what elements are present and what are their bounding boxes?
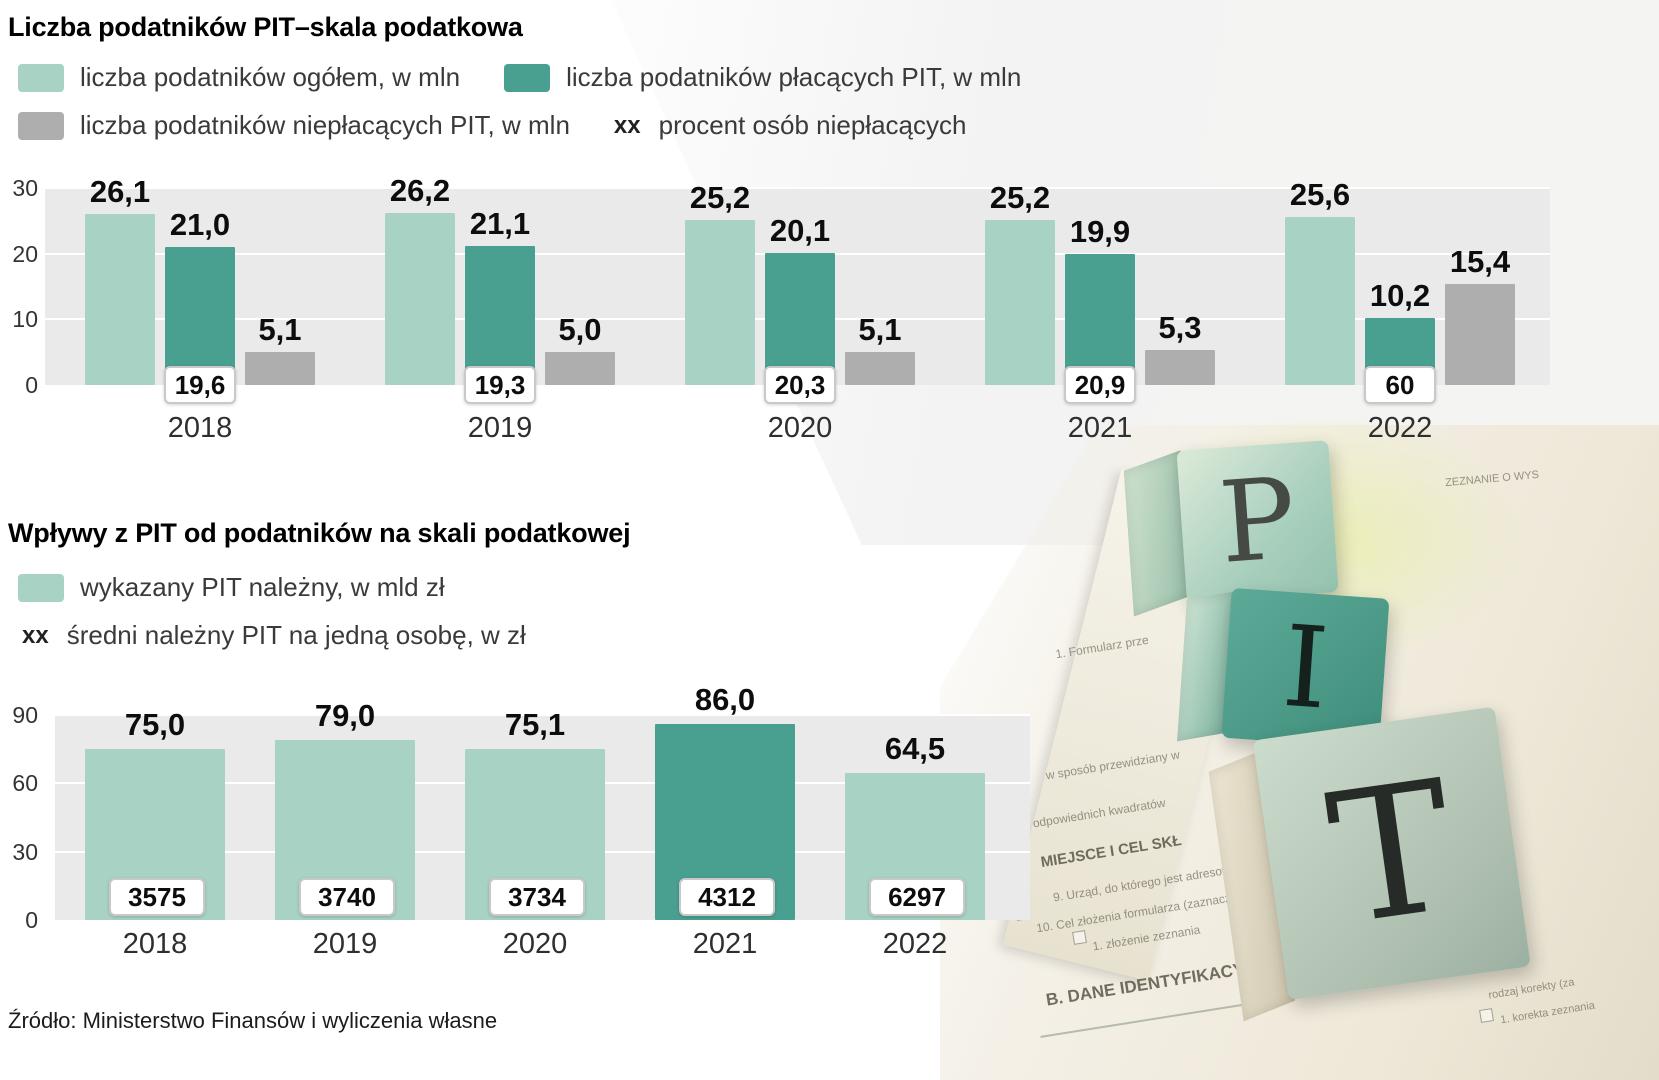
value-label-total-2021: 25,2	[989, 180, 1051, 215]
ytick-label: 60	[12, 770, 38, 797]
value-label-paying-2022: 10,2	[1369, 278, 1431, 313]
year-label-2019: 2019	[467, 412, 533, 444]
value-label-total-2019: 26,2	[389, 173, 451, 208]
legend-label-nonpaying: liczba podatników niepłacących PIT, w ml…	[80, 110, 570, 140]
year-label-2021: 2021	[1067, 412, 1133, 444]
ytick-label: 0	[25, 907, 38, 933]
bar-paying-2020	[765, 253, 835, 385]
year-label-2021: 2021	[692, 928, 758, 960]
value-label-nonpaying-2019: 5,0	[558, 312, 602, 347]
bar-paying-2019	[465, 246, 535, 385]
bar-nonpaying-2022	[1445, 284, 1515, 385]
bar-nonpaying-2019	[545, 352, 615, 385]
pit-blocks-photo: ZEZNANIE O WYS 1. Formularz prze w sposó…	[940, 410, 1659, 1080]
legend-label-percent-nonpaying: procent osób niepłacących	[658, 110, 967, 140]
bar-total-2019	[385, 213, 455, 385]
avg-pit-box-2019: 3740	[299, 878, 395, 916]
legend-label-pit-due: wykazany PIT należny, w mld zł	[80, 572, 445, 602]
value-label-nonpaying-2022: 15,4	[1449, 244, 1511, 279]
bar-total-2020	[685, 220, 755, 385]
gridline	[55, 714, 1030, 716]
legend-xx-symbol-2: xx	[22, 621, 49, 649]
ytick-label: 10	[12, 306, 38, 333]
value-label-nonpaying-2020: 5,1	[858, 312, 902, 347]
ytick-label: 0	[25, 372, 38, 398]
year-label-2022: 2022	[882, 928, 948, 960]
year-label-2022: 2022	[1367, 412, 1433, 444]
value-label-paying-2019: 21,1	[469, 206, 531, 241]
value-label-total-2018: 26,1	[89, 174, 151, 209]
legend-label-avg-pit: średni należny PIT na jedną osobę, w zł	[66, 620, 526, 650]
value-label-pit_due-2022: 64,5	[884, 731, 946, 766]
value-label-paying-2020: 20,1	[769, 213, 831, 248]
value-label-pit_due-2018: 75,0	[124, 707, 186, 742]
chart2-title: Wpływy z PIT od podatników na skali poda…	[8, 518, 631, 548]
source-note: Źródło: Ministerstwo Finansów i wyliczen…	[8, 1008, 498, 1033]
legend-swatch-pit-due-icon	[18, 573, 64, 602]
legend-swatch-paying-icon	[504, 63, 551, 92]
chart2-legend-row-2: xx średni należny PIT na jedną osobę, w …	[22, 620, 570, 651]
bar-total-2022	[1285, 217, 1355, 385]
year-label-2018: 2018	[122, 928, 188, 960]
legend-xx-symbol: xx	[613, 111, 641, 139]
value-label-total-2022: 25,6	[1289, 177, 1351, 212]
chart2-legend-row-1: wykazany PIT należny, w mld zł	[18, 572, 489, 603]
value-label-nonpaying-2018: 5,1	[258, 312, 302, 347]
avg-pit-box-2018: 3575	[109, 878, 205, 916]
percent-nonpaying-box-2021: 20,9	[1064, 366, 1136, 404]
chart1-legend-row-2: liczba podatników niepłacących PIT, w ml…	[18, 110, 1010, 141]
ytick-label: 90	[12, 702, 38, 728]
ytick-label: 30	[12, 175, 38, 201]
percent-nonpaying-box-2018: 19,6	[164, 366, 236, 404]
chart1-legend-row-1: liczba podatników ogółem, w mln liczba p…	[18, 62, 1065, 93]
ytick-label: 20	[12, 240, 38, 267]
bar-nonpaying-2018	[245, 352, 315, 385]
year-label-2020: 2020	[767, 412, 833, 444]
percent-nonpaying-box-2020: 20,3	[764, 366, 836, 404]
bar-total-2018	[85, 214, 155, 385]
value-label-paying-2021: 19,9	[1069, 214, 1131, 249]
avg-pit-box-2020: 3734	[489, 878, 585, 916]
bar-nonpaying-2021	[1145, 350, 1215, 385]
value-label-paying-2018: 21,0	[169, 207, 231, 242]
bar-paying-2021	[1065, 254, 1135, 385]
year-label-2019: 2019	[312, 928, 378, 960]
year-label-2018: 2018	[167, 412, 233, 444]
legend-label-paying: liczba podatników płacących PIT, w mln	[566, 62, 1022, 92]
value-label-nonpaying-2021: 5,3	[1158, 310, 1202, 345]
avg-pit-box-2022: 6297	[869, 878, 965, 916]
percent-nonpaying-box-2022: 60	[1364, 366, 1436, 404]
bar-paying-2018	[165, 247, 235, 385]
chart1-title: Liczba podatników PIT–skala podatkowa	[8, 12, 523, 42]
ytick-label: 30	[12, 838, 38, 865]
gridline	[45, 187, 1550, 189]
value-label-pit_due-2021: 86,0	[694, 682, 756, 717]
bar-nonpaying-2020	[845, 352, 915, 385]
percent-nonpaying-box-2019: 19,3	[464, 366, 536, 404]
year-label-2020: 2020	[502, 928, 568, 960]
legend-label-total: liczba podatników ogółem, w mln	[80, 62, 461, 92]
value-label-pit_due-2019: 79,0	[314, 698, 376, 733]
legend-swatch-nonpaying-icon	[18, 111, 64, 140]
value-label-total-2020: 25,2	[689, 180, 751, 215]
bar-total-2021	[985, 220, 1055, 385]
value-label-pit_due-2020: 75,1	[504, 707, 566, 742]
avg-pit-box-2021: 4312	[679, 878, 775, 916]
legend-swatch-total-icon	[18, 63, 64, 92]
